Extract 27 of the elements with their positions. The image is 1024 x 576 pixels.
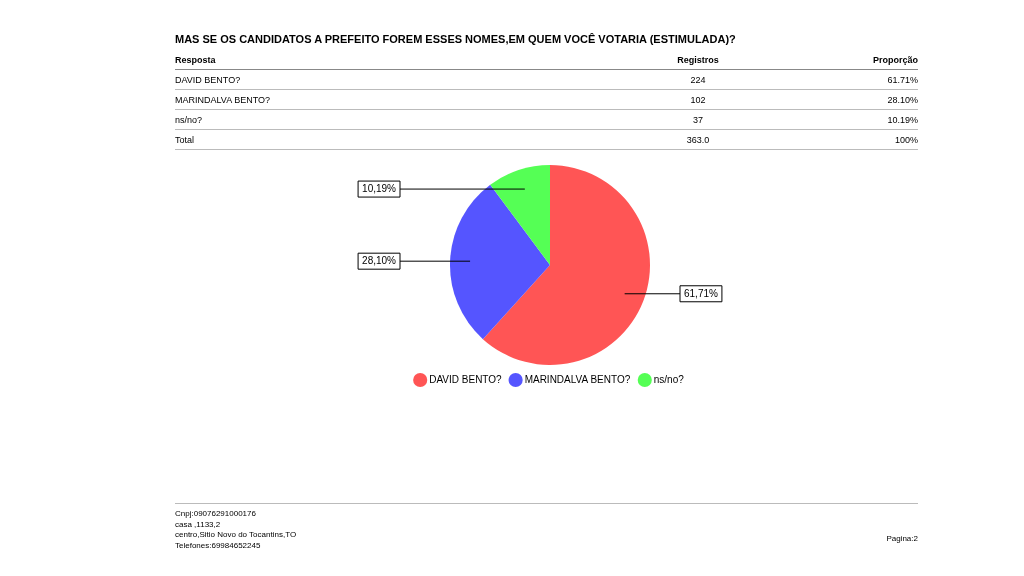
text: 28.10%: [798, 89, 918, 110]
chart-title: MAS SE OS CANDIDATOS A PREFEITO FOREM ESSES NOMES,EM QUEM VOCÊ VOTARIA (ESTIMULADA)?: [175, 33, 736, 45]
text: Telefones:69984652245: [175, 540, 261, 550]
text: 100%: [798, 129, 918, 150]
text: Cnpj:09076291000176: [175, 509, 257, 520]
text: 61.71%: [798, 69, 918, 90]
text: 37: [598, 109, 798, 130]
text: 102: [598, 89, 798, 110]
text: 10.19%: [798, 109, 918, 130]
text: Pagina:2: [886, 534, 918, 545]
category-label: ns/no?: [175, 115, 203, 125]
category-label: MARINDALVA BENTO?: [175, 95, 271, 105]
text: 224: [598, 69, 798, 90]
legend-label: MARINDALVA BENTO?: [524, 373, 631, 385]
legend-label: DAVID BENTO?: [429, 373, 503, 385]
text: 363.0: [598, 129, 798, 150]
category-label: DAVID BENTO?: [175, 75, 241, 85]
text: Resposta: [175, 50, 598, 70]
data-label: 28,10%: [362, 254, 397, 266]
text: casa ,1133,2: [175, 519, 222, 530]
text: centro,Sitio Novo do Tocantins,TO: [175, 530, 297, 539]
text: Proporção: [798, 50, 918, 70]
data-label: 61,71%: [684, 287, 719, 299]
legend-label: ns/no?: [653, 373, 685, 385]
data-label: 10,19%: [362, 182, 397, 194]
text: Total: [175, 129, 598, 150]
text: Registros: [598, 50, 798, 70]
